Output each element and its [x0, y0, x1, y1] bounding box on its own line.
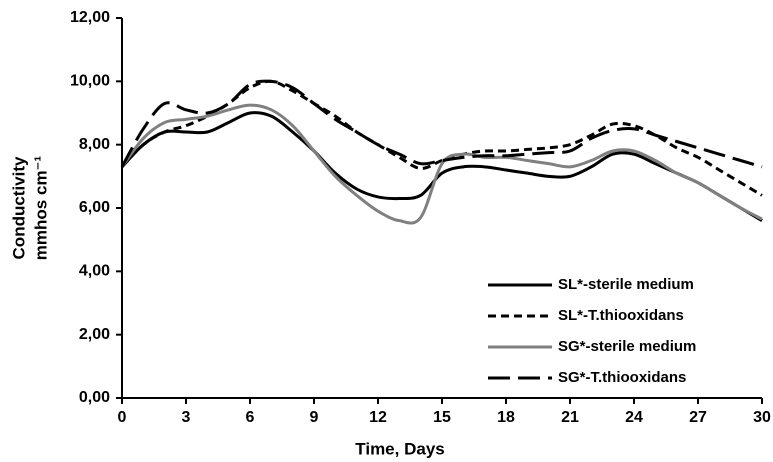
- y-tick-label: 8,00: [79, 136, 110, 153]
- x-tick-label: 27: [689, 409, 707, 426]
- y-axis-label: Conductivity: [9, 156, 28, 259]
- x-tick-label: 3: [182, 409, 191, 426]
- legend-label: SG*-sterile medium: [558, 338, 696, 355]
- series-line: [120, 79, 763, 169]
- x-tick-label: 24: [625, 409, 643, 426]
- legend-label: SL*-sterile medium: [558, 276, 694, 293]
- y-tick-label: 12,00: [70, 9, 110, 26]
- x-tick-label: 9: [310, 409, 319, 426]
- y-tick-label: 6,00: [79, 199, 110, 216]
- y-tick-label: 4,00: [79, 263, 110, 280]
- y-axis-label: mmhos cm⁻¹: [31, 155, 50, 260]
- x-tick-label: 12: [369, 409, 387, 426]
- x-tick-label: 0: [118, 409, 127, 426]
- series-line: [120, 103, 763, 225]
- x-tick-label: 15: [433, 409, 451, 426]
- series-line: [120, 79, 763, 197]
- x-tick-label: 18: [497, 409, 515, 426]
- y-tick-label: 10,00: [70, 73, 110, 90]
- series-line: [120, 111, 763, 222]
- legend-label: SG*-T.thiooxidans: [558, 369, 686, 386]
- legend-label: SL*-T.thiooxidans: [558, 307, 684, 324]
- y-tick-label: 0,00: [79, 389, 110, 406]
- x-tick-label: 6: [246, 409, 255, 426]
- x-tick-label: 21: [561, 409, 579, 426]
- x-axis-label: Time, Days: [355, 439, 444, 458]
- y-tick-label: 2,00: [79, 326, 110, 343]
- x-tick-label: 30: [753, 409, 771, 426]
